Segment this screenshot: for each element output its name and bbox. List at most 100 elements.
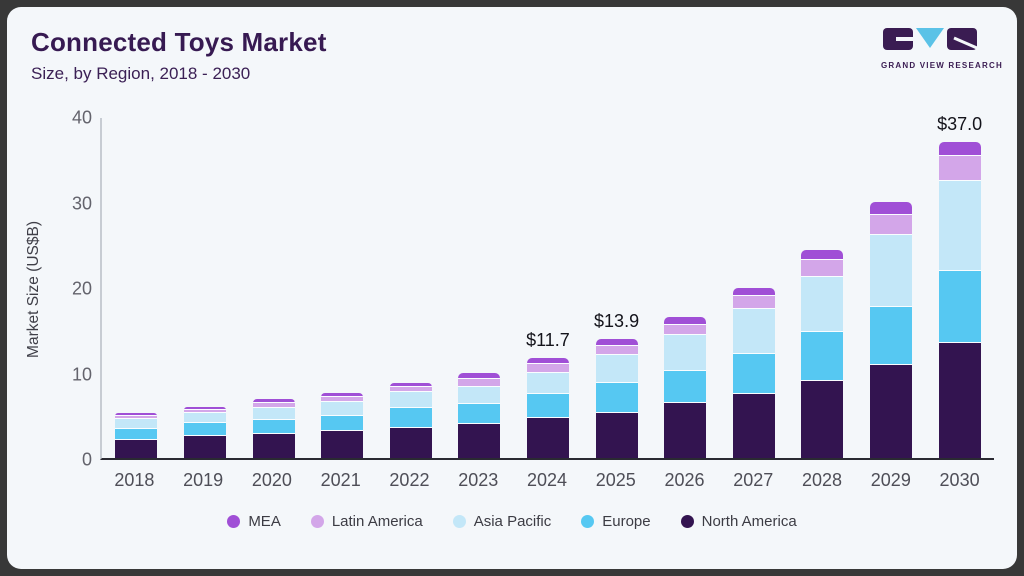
bar-segment-latin-america [389, 387, 432, 393]
bar-segment-latin-america [252, 403, 295, 408]
bar-segment-asia-pacific [938, 181, 981, 271]
bar-segment-north-america [801, 381, 844, 458]
bar-segment-asia-pacific [321, 401, 364, 417]
x-axis-labels: 2018 2019 2020 2021 2022 2023 2024 2025 2026 2027… [100, 470, 994, 491]
bar-segment-asia-pacific [252, 407, 295, 420]
bar-segment-mea [458, 372, 501, 380]
bar-segment-asia-pacific [870, 234, 912, 307]
x-tick-label-2021: 2021 [320, 470, 361, 490]
bar-segment-asia-pacific [458, 387, 501, 405]
x-tick-label-2023: 2023 [458, 470, 499, 490]
bar-segment-asia-pacific [732, 309, 775, 354]
legend-item-asia-pacific: Asia Pacific [452, 513, 552, 530]
x-tick-label-2026: 2026 [664, 470, 705, 490]
stacked-bar-2027 [732, 287, 775, 458]
stacked-bar-2022 [389, 382, 432, 458]
bar-value-label-2024: $11.7 [526, 329, 570, 350]
bar-segment-latin-america [870, 215, 912, 235]
bar-segment-asia-pacific [389, 392, 432, 409]
bar-segment-mea [389, 382, 432, 388]
legend-dot-latin-america [310, 515, 324, 528]
bar-segment-latin-america [321, 397, 364, 402]
stacked-bar-2026 [664, 316, 707, 458]
bar-segment-asia-pacific [183, 412, 226, 423]
stacked-bar-2030 [938, 141, 981, 458]
bar-segment-north-america [732, 393, 775, 458]
page-subtitle: Size, by Region, 2018 - 2030 [31, 64, 251, 83]
bar-segment-mea [870, 202, 912, 216]
legend-dot-asia-pacific [452, 515, 466, 528]
legend-dot-mea [227, 515, 241, 528]
legend-item-latin-america: Latin America [310, 513, 423, 530]
x-tick-label-2030: 2030 [939, 470, 980, 490]
legend-dot-north-america [680, 515, 694, 528]
bar-segment-north-america [938, 343, 981, 458]
bar-segment-asia-pacific [115, 418, 158, 429]
bar-segment-mea [183, 406, 226, 411]
x-tick-label-2028: 2028 [802, 470, 843, 490]
stacked-bar-2025 [595, 339, 638, 458]
page-title: Connected Toys Market [31, 27, 327, 57]
y-tick-label: 20 [71, 278, 92, 299]
x-tick-label-2029: 2029 [870, 470, 911, 490]
bar-segment-north-america [664, 403, 707, 458]
bar-segment-latin-america [801, 259, 844, 277]
bar-segment-latin-america [938, 156, 981, 181]
stacked-bar-2029 [870, 202, 912, 458]
bar-segment-europe [115, 428, 158, 441]
y-axis-ticks: 0 10 20 30 40 [50, 108, 92, 470]
bar-segment-latin-america [664, 324, 707, 335]
bar-slot-2021 [308, 118, 377, 458]
bar-segment-north-america [183, 435, 226, 458]
y-tick-label: 40 [71, 107, 92, 128]
bar-slot-2027 [719, 118, 788, 458]
bar-slot-2025: $13.9 [582, 118, 651, 458]
bar-segment-latin-america [732, 296, 775, 310]
bar-segment-asia-pacific [526, 372, 569, 394]
x-tick-label-2020: 2020 [251, 470, 292, 490]
stacked-bar-2021 [321, 393, 364, 458]
x-tick-label-2024: 2024 [526, 470, 567, 490]
bar-segment-europe [183, 422, 226, 436]
legend-label-latin-america: Latin America [331, 513, 423, 530]
stacked-bar-2023 [458, 372, 501, 458]
legend-label-mea: MEA [248, 513, 281, 530]
x-tick-label-2018: 2018 [114, 470, 155, 490]
bar-slot-2019 [171, 118, 240, 458]
bar-slot-2030: $37.0 [925, 114, 994, 458]
legend-label-north-america: North America [701, 513, 797, 530]
bar-segment-europe [732, 353, 775, 394]
bar-slot-2028 [788, 118, 857, 458]
y-tick-label: 10 [71, 364, 92, 384]
bar-segment-europe [801, 332, 844, 382]
bar-value-label-2030: $37.0 [937, 113, 983, 134]
bar-segment-latin-america [115, 416, 158, 419]
bar-segment-europe [938, 270, 981, 344]
bar-value-label-2025: $13.9 [594, 311, 640, 332]
bar-segment-north-america [526, 417, 569, 458]
bar-segment-asia-pacific [664, 334, 707, 371]
bar-segment-north-america [252, 434, 295, 458]
bar-segment-europe [526, 393, 569, 418]
bar-slot-2024: $11.7 [514, 118, 583, 458]
bar-segment-mea [664, 316, 707, 325]
stacked-bar-2028 [801, 250, 844, 458]
bar-segment-europe [458, 404, 501, 424]
bar-segment-latin-america [183, 410, 226, 413]
legend-label-europe: Europe [602, 513, 651, 530]
bar-segment-north-america [870, 364, 912, 458]
bar-segment-latin-america [526, 363, 569, 373]
chart-legend: MEA Latin America Asia Pacific Europe North … [7, 513, 1017, 530]
bar-segment-asia-pacific [801, 276, 844, 333]
bar-segment-north-america [115, 440, 158, 458]
bar-slot-2022 [376, 118, 445, 458]
bar-segment-north-america [458, 423, 501, 458]
legend-label-asia-pacific: Asia Pacific [473, 513, 552, 530]
bar-segment-mea [115, 412, 158, 417]
bar-segment-latin-america [595, 346, 638, 355]
bar-segment-europe [595, 382, 638, 413]
bar-segment-latin-america [458, 379, 501, 388]
chart-card: Connected Toys Market Size, by Region, 2… [7, 7, 1017, 569]
legend-item-europe: Europe [581, 513, 651, 530]
bar-segment-mea [938, 141, 981, 157]
